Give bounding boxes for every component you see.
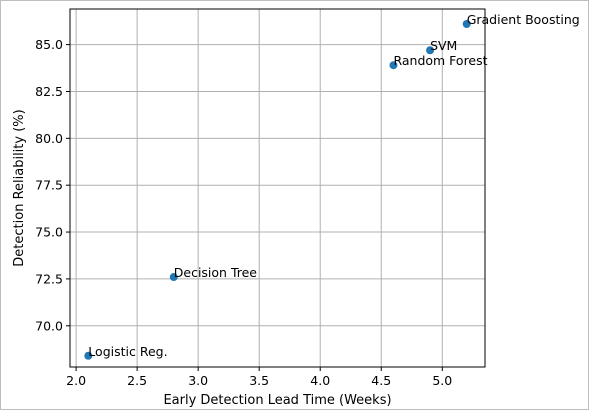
x-axis-label: Early Detection Lead Time (Weeks) <box>163 393 391 408</box>
y-tick-label: 77.5 <box>35 178 63 193</box>
point-label: Gradient Boosting <box>467 12 580 27</box>
x-tick-label: 5.0 <box>432 373 452 388</box>
point-label: Random Forest <box>393 53 487 68</box>
data-point <box>84 351 93 360</box>
y-tick-label: 82.5 <box>35 84 63 99</box>
data-point <box>389 61 398 70</box>
x-tick-label: 2.0 <box>66 373 86 388</box>
x-tick-label: 2.5 <box>127 373 147 388</box>
grid-layer <box>70 9 485 367</box>
point-label: Decision Tree <box>174 265 258 280</box>
y-tick-label: 75.0 <box>35 225 63 240</box>
y-tick-label: 70.0 <box>35 318 63 333</box>
y-tick-label: 80.0 <box>35 131 63 146</box>
point-label: Logistic Reg. <box>88 344 167 359</box>
point-label: SVM <box>430 38 457 53</box>
x-tick-label: 4.0 <box>310 373 330 388</box>
y-tick-label: 85.0 <box>35 37 63 52</box>
data-point <box>169 273 178 282</box>
plot-area <box>69 8 486 368</box>
x-tick-label: 4.5 <box>371 373 391 388</box>
data-point <box>426 46 435 55</box>
x-tick-label: 3.5 <box>249 373 269 388</box>
data-point <box>462 19 471 28</box>
y-tick-label: 72.5 <box>35 271 63 286</box>
tick-layer: 2.0 2.5 3.0 3.5 4.0 4.5 5.0 70.0 72.5 75.0 77.5 80.… <box>35 37 452 388</box>
x-tick-label: 3.0 <box>188 373 208 388</box>
y-axis-label: Detection Reliability (%) <box>12 109 27 266</box>
point-layer: Logistic Reg. Decision Tree Random ForestS… <box>84 12 580 360</box>
